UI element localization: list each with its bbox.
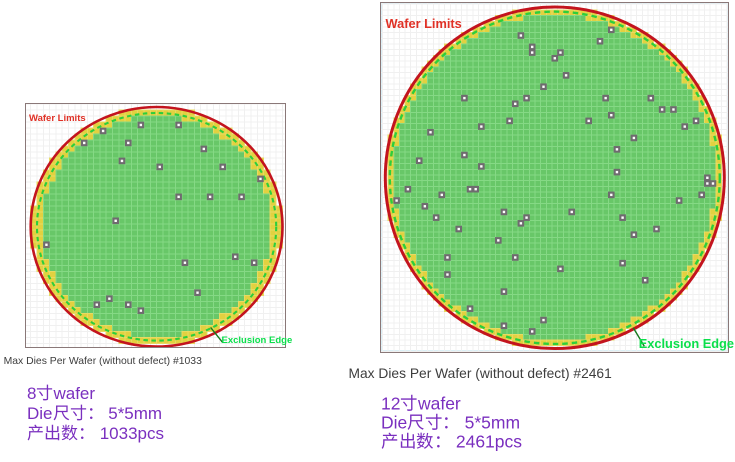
exclusion-edge-pointer-line [632,327,645,347]
die-size-text: Die 5*5mm [27,403,163,423]
wafer-size-text: 12 wafer [381,392,461,413]
die-output-text: 2461pcs [381,432,522,451]
wafer-map-caption: Max Dies Per Wafer (without defect) #103… [3,355,202,367]
defect-markers [392,26,716,335]
wafer-limits-label: Wafer Limits [385,16,462,32]
die-size-text: Die 5*5mm [381,412,521,433]
exclusion-edge-circle [388,10,721,346]
wafer-map-plot-12inch: Wafer Limits Exclusion Edge [379,2,734,353]
exclusion-edge-label: Exclusion Edge [638,335,734,351]
die-grid [30,109,284,344]
wafer-info-block: 8 wafer Die 5*5mm 1033pcs [27,384,164,443]
wafer-limits-label: Wafer Limits [28,112,86,124]
die-output-text: 1033pcs [27,424,164,444]
wafer-map-12inch-svg [380,3,729,352]
wafer-map-plot-8inch: Wafer Limits Exclusion Edge [25,102,292,348]
exclusion-edge-pointer-line [210,326,224,343]
defect-markers [43,121,265,314]
wafer-map-caption: Max Dies Per Wafer (without defect) #246… [348,365,612,381]
wafer-limit-circle [383,5,726,351]
wafer-info-block: 12 wafer Die 5*5mm 2461pcs [381,392,522,452]
wafer-size-text: 8 wafer [27,384,96,403]
wafer-limit-circle [29,105,285,347]
exclusion-edge-label: Exclusion Edge [221,335,293,347]
exclusion-edge-circle [36,111,278,342]
wafer-map-8inch-svg [26,103,285,347]
